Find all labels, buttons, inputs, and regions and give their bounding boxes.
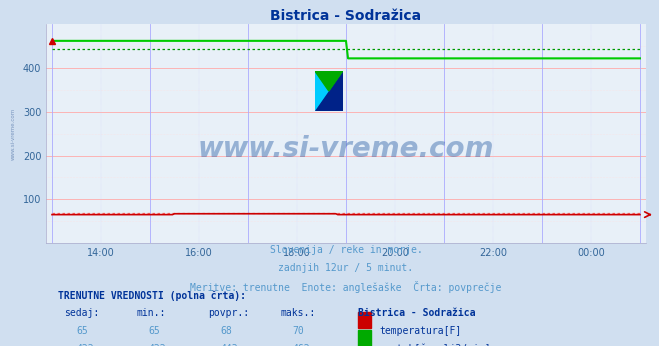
Text: Bistrica - Sodražica: Bistrica - Sodražica — [358, 308, 476, 318]
Bar — [358, 312, 371, 328]
Text: 462: 462 — [292, 344, 310, 346]
Polygon shape — [315, 71, 343, 91]
Text: 65: 65 — [148, 326, 160, 336]
Text: povpr.:: povpr.: — [208, 308, 249, 318]
Polygon shape — [315, 71, 343, 111]
Text: 65: 65 — [76, 326, 88, 336]
Text: 443: 443 — [220, 344, 238, 346]
Text: Meritve: trenutne  Enote: anglešaške  Črta: povprečje: Meritve: trenutne Enote: anglešaške Črta… — [190, 281, 501, 293]
Text: www.si-vreme.com: www.si-vreme.com — [198, 135, 494, 163]
Text: 422: 422 — [76, 344, 94, 346]
Text: 68: 68 — [220, 326, 232, 336]
Text: www.si-vreme.com: www.si-vreme.com — [11, 108, 16, 160]
Text: Slovenija / reke in morje.: Slovenija / reke in morje. — [270, 245, 422, 255]
Text: temperatura[F]: temperatura[F] — [379, 326, 461, 336]
Text: maks.:: maks.: — [280, 308, 315, 318]
Text: sedaj:: sedaj: — [64, 308, 100, 318]
Text: min.:: min.: — [136, 308, 165, 318]
Text: zadnjih 12ur / 5 minut.: zadnjih 12ur / 5 minut. — [278, 263, 414, 273]
Title: Bistrica - Sodražica: Bistrica - Sodražica — [270, 9, 422, 23]
Text: 422: 422 — [148, 344, 165, 346]
Text: 70: 70 — [292, 326, 304, 336]
Bar — [358, 330, 371, 346]
Polygon shape — [315, 71, 343, 111]
Text: TRENUTNE VREDNOSTI (polna črta):: TRENUTNE VREDNOSTI (polna črta): — [58, 291, 246, 301]
Text: pretok[čevelj3/min]: pretok[čevelj3/min] — [379, 344, 490, 346]
